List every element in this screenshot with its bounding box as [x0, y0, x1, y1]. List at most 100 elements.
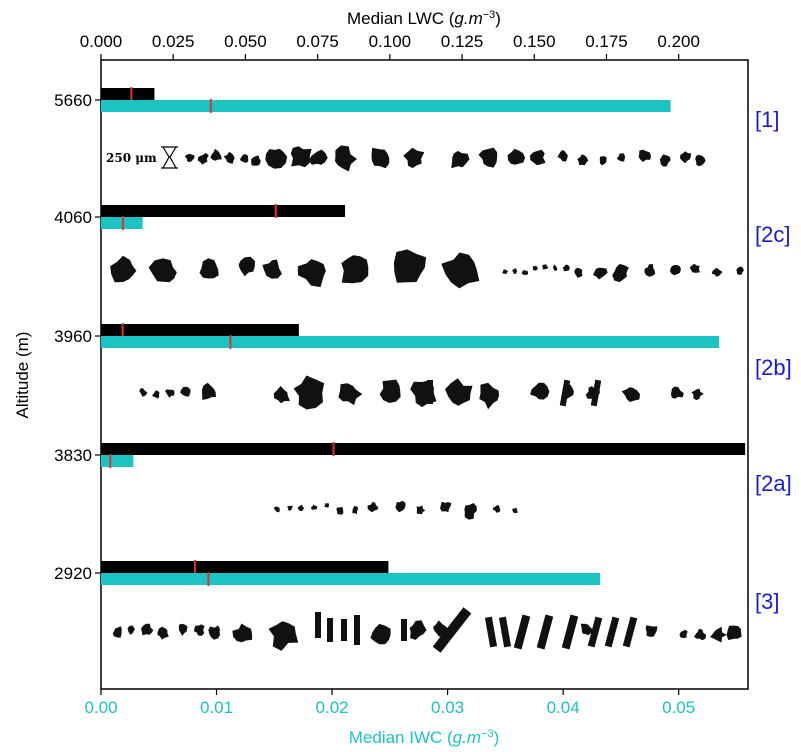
top-tick-label: 0.200 [657, 32, 700, 51]
ice-particle [512, 507, 518, 514]
ice-particle [265, 148, 288, 169]
ice-particle [498, 616, 512, 648]
ice-particle [670, 265, 681, 276]
ice-particle [199, 258, 219, 279]
ice-particle [484, 616, 498, 648]
panel-tag: [1] [755, 107, 779, 132]
bar-iwc-4060 [101, 217, 143, 229]
plot-frame [100, 59, 749, 690]
scale-bar-label: 250 μm [106, 151, 157, 165]
ice-particle [464, 503, 477, 520]
ice-particle [542, 264, 549, 270]
ice-particle [616, 153, 626, 162]
ice-particle [338, 383, 363, 406]
panel-tag: [2c] [755, 222, 790, 247]
bottom-tick-label: 0.02 [316, 698, 349, 717]
ice-particle [293, 375, 325, 410]
panel-tag: [3] [755, 589, 779, 614]
ice-particle [232, 623, 253, 643]
ice-particle [110, 255, 137, 283]
ice-particle [201, 382, 216, 400]
ice-particle [297, 259, 326, 288]
bar-lwc-4060 [101, 205, 346, 217]
bottom-axis-title: Median IWC (g.m−3) [349, 728, 499, 747]
ice-particle [112, 626, 122, 638]
top-tick-label: 0.075 [296, 32, 339, 51]
ice-particle [370, 623, 391, 645]
bar-lwc-5660 [101, 88, 155, 100]
ice-particle [659, 154, 671, 167]
ice-particle [367, 502, 379, 513]
top-tick-label: 0.175 [585, 32, 628, 51]
bottom-tick-label: 0.05 [662, 698, 695, 717]
top-tick-label: 0.150 [513, 32, 556, 51]
bar-iwc-5660 [101, 100, 671, 112]
ice-particle [180, 386, 191, 397]
ice-particle [352, 506, 359, 515]
ice-particle [290, 146, 312, 168]
ice-particle [427, 380, 433, 404]
top-tick-label: 0.025 [152, 32, 195, 51]
scale-bar: 250 μm [106, 146, 178, 169]
bar-lwc-3830 [101, 443, 746, 455]
ice-particle [479, 382, 500, 410]
ice-particle [239, 154, 249, 163]
ice-particle [273, 386, 290, 404]
y-tick-label: 2920 [54, 564, 92, 583]
ice-particle [695, 154, 706, 167]
ice-particle [152, 390, 160, 399]
panel-tag: [2b] [755, 355, 792, 380]
ice-particle [251, 155, 261, 166]
ice-particle [184, 153, 195, 163]
ice-particle [553, 264, 558, 271]
ice-particle [341, 255, 369, 284]
ice-particle [409, 620, 427, 640]
ice-particle [371, 147, 390, 169]
ice-particle [530, 382, 550, 400]
ice-particle [621, 387, 640, 402]
ice-particle [736, 266, 744, 275]
ice-particle [689, 263, 700, 273]
ice-particle [440, 501, 452, 513]
panel-tag: [2a] [755, 471, 792, 496]
ice-particle [561, 614, 579, 650]
ice-particle [298, 504, 305, 511]
bottom-axis: 0.00 0.01 0.02 0.03 0.04 0.05 [84, 689, 695, 717]
ice-particle [273, 506, 280, 513]
ice-particle [710, 626, 727, 643]
y-tick-label: 3830 [54, 446, 92, 465]
ice-particle [441, 252, 480, 289]
ice-particle [194, 624, 205, 636]
bar-lwc-3960 [101, 324, 299, 336]
bar-iwc-3830 [101, 455, 134, 467]
ice-particle [493, 505, 501, 513]
y-tick-label: 3960 [54, 327, 92, 346]
ice-particle [574, 267, 583, 278]
ice-particle [395, 500, 406, 513]
ice-particle [327, 618, 333, 642]
ice-particle [599, 156, 607, 166]
ice-particle [148, 258, 177, 283]
panel-tags: [1] [2c] [2b] [2a] [3] [755, 107, 792, 614]
top-tick-label: 0.125 [441, 32, 484, 51]
ice-particle [208, 625, 220, 640]
top-tick-label: 0.000 [80, 32, 123, 51]
ice-particle [622, 616, 638, 648]
particle-imagery-layer [110, 145, 744, 653]
bottom-tick-label: 0.03 [431, 698, 464, 717]
bottom-tick-label: 0.01 [200, 698, 233, 717]
bar-iwc-3960 [101, 336, 720, 348]
ice-particle [580, 623, 594, 636]
ice-particle [210, 148, 222, 161]
y-tick-label: 5660 [54, 91, 92, 110]
top-tick-label: 0.100 [369, 32, 412, 51]
ice-particle [416, 505, 426, 515]
ice-particle [401, 619, 407, 641]
scale-bar-icon [161, 146, 178, 169]
ice-particle [612, 263, 629, 283]
ice-particle [178, 623, 188, 636]
ice-particle [393, 249, 427, 283]
top-tick-label: 0.050 [224, 32, 267, 51]
ice-particle [262, 259, 282, 279]
y-axis: 5660 4060 3960 3830 2920 [54, 91, 101, 583]
